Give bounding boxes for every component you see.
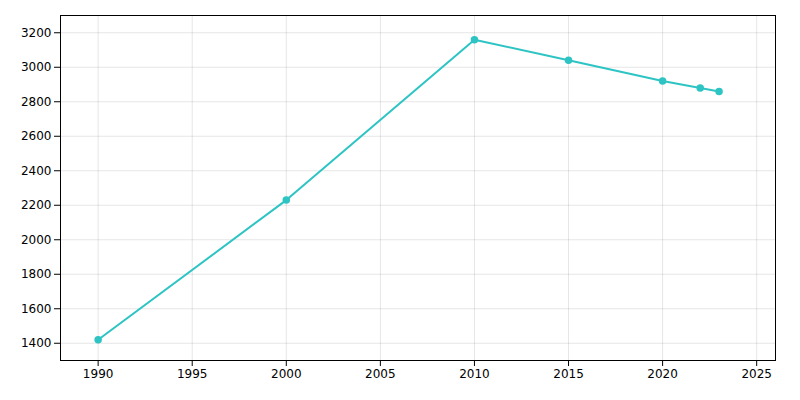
- svg-text:2015: 2015: [553, 367, 584, 381]
- svg-text:1600: 1600: [21, 302, 52, 316]
- svg-text:1995: 1995: [177, 367, 208, 381]
- svg-text:2020: 2020: [647, 367, 678, 381]
- svg-text:2200: 2200: [21, 198, 52, 212]
- svg-text:1800: 1800: [21, 267, 52, 281]
- svg-text:2010: 2010: [459, 367, 490, 381]
- svg-text:2000: 2000: [21, 233, 52, 247]
- svg-text:2800: 2800: [21, 95, 52, 109]
- svg-text:2005: 2005: [365, 367, 396, 381]
- svg-text:2025: 2025: [741, 367, 772, 381]
- svg-text:3000: 3000: [21, 60, 52, 74]
- svg-text:3200: 3200: [21, 26, 52, 40]
- svg-text:2400: 2400: [21, 164, 52, 178]
- svg-text:2000: 2000: [271, 367, 302, 381]
- svg-text:1990: 1990: [83, 367, 114, 381]
- svg-text:2600: 2600: [21, 129, 52, 143]
- svg-text:1400: 1400: [21, 336, 52, 350]
